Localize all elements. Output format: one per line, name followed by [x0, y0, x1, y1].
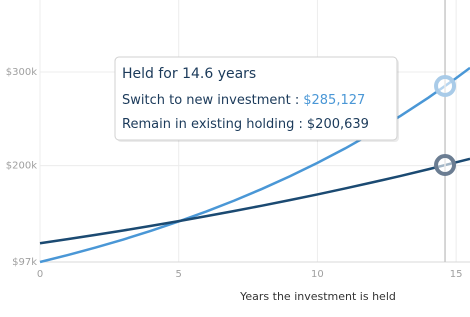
tooltip-row: Switch to new investment : $285,127: [122, 93, 365, 108]
tooltip-title: Held for 14.6 years: [122, 66, 256, 82]
tooltip-label: Switch to new investment :: [122, 93, 299, 108]
series-line: [39, 66, 470, 264]
x-tick-label: 10: [311, 269, 324, 280]
y-tick-label: $200k: [6, 161, 37, 172]
x-tick-label: 15: [450, 269, 463, 280]
tooltip-value: $200,639: [307, 117, 369, 132]
hover-point: [434, 74, 457, 97]
tooltip-box: [114, 56, 398, 141]
tooltip-row: Remain in existing holding : $200,639: [122, 117, 369, 132]
tooltip-value: $285,127: [303, 93, 365, 108]
y-tick-label: $97k: [12, 257, 37, 268]
tooltip-label: Remain in existing holding :: [122, 117, 303, 132]
hover-point: [434, 154, 457, 177]
y-tick-label: $300k: [6, 67, 37, 78]
tooltip: Held for 14.6 years Switch to new investm…: [114, 56, 399, 142]
series-line: [39, 157, 470, 245]
x-tick-label: 0: [37, 269, 43, 280]
x-axis-title: Years the investment is held: [239, 290, 396, 303]
x-tick-label: 5: [176, 269, 182, 280]
